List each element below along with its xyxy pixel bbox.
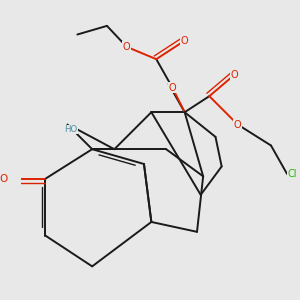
Text: Cl: Cl (287, 169, 296, 179)
Text: O: O (234, 119, 242, 130)
Text: O: O (123, 42, 130, 52)
Text: O: O (230, 70, 238, 80)
Text: HO: HO (64, 125, 77, 134)
Text: O: O (169, 82, 176, 92)
Text: O: O (181, 36, 188, 46)
Text: O: O (0, 174, 8, 184)
